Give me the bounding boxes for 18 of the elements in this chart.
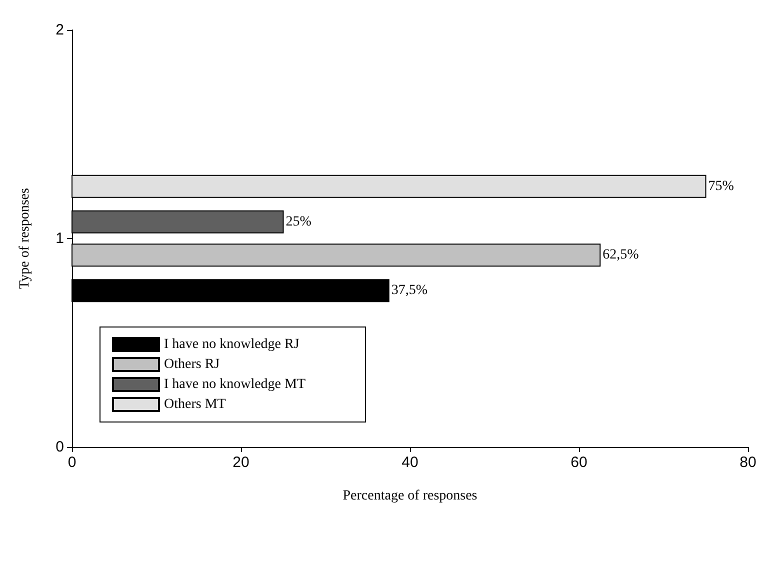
legend-label: I have no knowledge MT: [164, 377, 306, 392]
x-tick-label: 80: [740, 454, 756, 471]
x-tick-label: 40: [402, 454, 418, 471]
x-tick-label: 60: [570, 454, 588, 471]
y-tick-label: 0: [56, 438, 64, 456]
y-tick-label: 1: [56, 230, 64, 247]
legend-label: I have no knowledge RJ: [164, 337, 300, 352]
x-axis-title: Percentage of responses: [342, 488, 478, 504]
legend-label: Others RJ: [164, 357, 220, 372]
legend-label: Others MT: [164, 397, 226, 412]
data-label: 75%: [708, 178, 734, 194]
x-tick-label: 0: [68, 454, 76, 471]
data-label: 37,5%: [391, 283, 428, 298]
y-tick-label: 2: [56, 22, 64, 38]
y-axis-title: Type of responses: [18, 188, 32, 289]
data-label: 25%: [286, 214, 312, 230]
data-label: 62,5%: [602, 248, 640, 263]
x-tick-label: 20: [232, 454, 250, 471]
